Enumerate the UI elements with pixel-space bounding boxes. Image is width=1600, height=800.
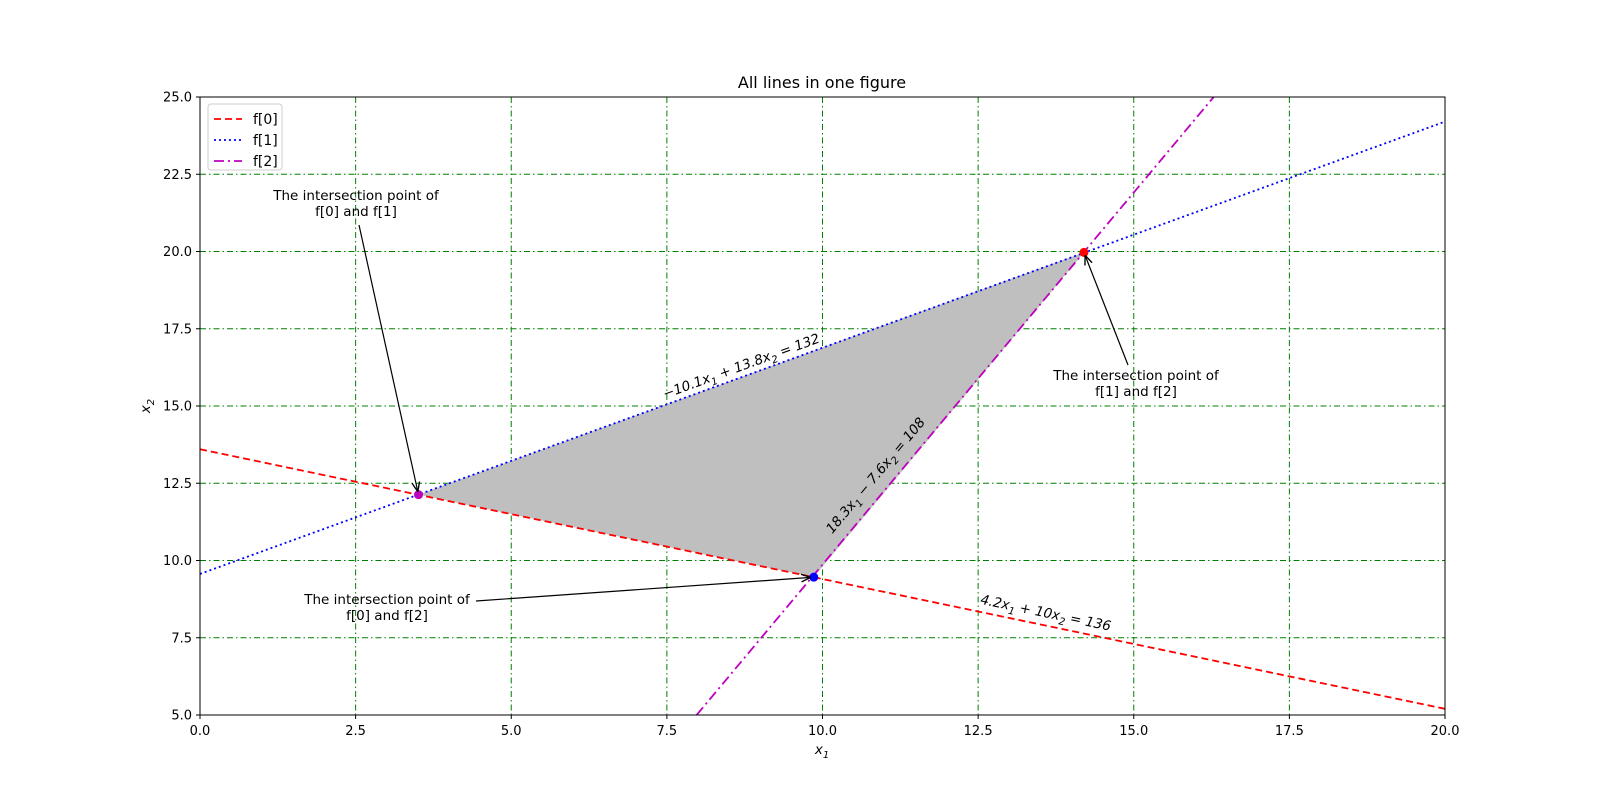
x-tick-label: 12.5 xyxy=(964,724,993,739)
annotation-line-1: The intersection point of xyxy=(272,188,440,204)
series-lines xyxy=(200,97,1445,715)
equation-part: 2 xyxy=(889,455,902,467)
annotations: The intersection point off[0] and f[1]Th… xyxy=(272,188,1220,624)
y-tick-label: 17.5 xyxy=(163,322,192,337)
legend-box xyxy=(207,103,283,171)
annotation-1: The intersection point off[0] and f[2] xyxy=(303,577,811,624)
y-axis-label: x2 xyxy=(138,399,157,414)
annotation-line-1: The intersection point of xyxy=(303,592,471,608)
x-axis-label-main: x xyxy=(814,742,824,758)
equation-part: 4.2x xyxy=(979,592,1012,614)
x-tick-label: 2.5 xyxy=(345,724,366,739)
y-tick-label: 10.0 xyxy=(163,554,192,569)
annotation-arrow xyxy=(1085,255,1129,366)
intersection-point-0 xyxy=(413,490,423,500)
y-tick-label: 15.0 xyxy=(163,400,192,415)
equation-part: 1 xyxy=(1007,606,1015,618)
equation-part: 1 xyxy=(854,498,867,510)
feasible-region-layer xyxy=(418,252,1084,578)
y-tick-label: 20.0 xyxy=(163,245,192,260)
series-line-1 xyxy=(200,120,1445,575)
annotation-line-1: The intersection point of xyxy=(1052,368,1220,384)
y-tick-label: 22.5 xyxy=(163,168,192,183)
y-tick-label: 7.5 xyxy=(171,631,192,646)
equation-label-0: 4.2x1 + 10x2 = 136 xyxy=(978,592,1112,638)
annotation-arrow xyxy=(358,224,418,492)
y-axis-label-sub: 2 xyxy=(146,399,157,405)
y-tick-label: 25.0 xyxy=(163,91,192,106)
equation-part: 1 xyxy=(710,376,720,389)
x-tick-label: 15.0 xyxy=(1119,724,1148,739)
annotation-line-2: f[1] and f[2] xyxy=(1095,384,1177,400)
annotation-0: The intersection point off[0] and f[1] xyxy=(272,188,440,492)
x-tick-label: 5.0 xyxy=(501,724,522,739)
x-tick-label: 10.0 xyxy=(808,724,837,739)
equation-part: 2 xyxy=(1058,616,1066,628)
x-tick-label: 7.5 xyxy=(657,724,678,739)
legend-label-1: f[1] xyxy=(253,133,278,149)
chart-title: All lines in one figure xyxy=(738,73,906,92)
equation-part: = 136 xyxy=(1064,610,1112,635)
x-axis-ticks: 0.0 2.5 5.0 7.5 10.0 12.5 15.0 17.5 20.0 xyxy=(190,715,1460,739)
series-line-0 xyxy=(200,448,1445,710)
equation-part: 2 xyxy=(770,354,780,367)
legend: f[0] f[1] f[2] xyxy=(207,103,283,171)
equation-text: 4.2x1 + 10x2 = 136 xyxy=(978,592,1112,638)
annotation-arrow xyxy=(475,577,811,602)
y-tick-label: 5.0 xyxy=(171,709,192,724)
x-axis-label-sub: 1 xyxy=(823,750,829,761)
x-tick-label: 0.0 xyxy=(190,724,211,739)
y-tick-label: 12.5 xyxy=(163,477,192,492)
x-tick-label: 20.0 xyxy=(1431,724,1460,739)
series-line-2 xyxy=(695,97,1215,715)
annotation-line-2: f[0] and f[1] xyxy=(315,204,397,220)
feasible-region xyxy=(418,252,1084,578)
x-tick-label: 17.5 xyxy=(1275,724,1304,739)
legend-label-0: f[0] xyxy=(253,112,278,128)
annotation-line-2: f[0] and f[2] xyxy=(346,608,428,624)
x-axis-label: x1 xyxy=(814,742,829,761)
y-axis-label-main: x xyxy=(138,404,154,414)
y-axis-ticks: 5.0 7.5 10.0 12.5 15.0 17.5 20.0 22.5 25.0 xyxy=(163,91,200,724)
annotation-2: The intersection point off[1] and f[2] xyxy=(1052,255,1220,400)
intersection-point-1 xyxy=(809,572,819,582)
intersection-point-2 xyxy=(1079,247,1089,257)
legend-label-2: f[2] xyxy=(253,154,278,170)
